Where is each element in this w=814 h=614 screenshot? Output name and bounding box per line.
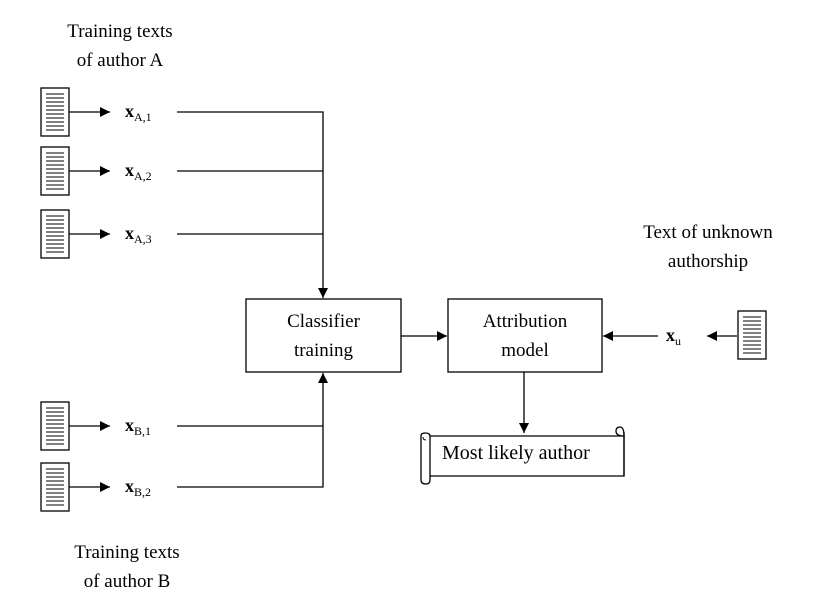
scroll-icon xyxy=(420,426,625,485)
vector-x-b2-base: x xyxy=(125,476,134,496)
vector-x-b1: xB,1 xyxy=(125,415,151,439)
author-a-label-line1: Training texts xyxy=(67,21,173,42)
document-icon-b1 xyxy=(40,401,70,451)
connector-b2 xyxy=(177,373,328,488)
vector-x-a2-sub: A,2 xyxy=(134,169,152,183)
attribution-model-label: Attribution model xyxy=(448,299,602,372)
vector-x-u-sub: u xyxy=(675,334,681,348)
author-b-label-line2: of author B xyxy=(83,571,171,592)
vector-x-a2: xA,2 xyxy=(125,160,152,184)
vector-x-a1-sub: A,1 xyxy=(134,110,152,124)
document-icon-b2 xyxy=(40,462,70,512)
author-a-label-line2: of author A xyxy=(76,50,164,71)
vector-x-a2-base: x xyxy=(125,160,134,180)
vector-x-a1-base: x xyxy=(125,101,134,121)
classifier-training-box xyxy=(245,298,402,373)
vector-x-a3-base: x xyxy=(125,223,134,243)
document-icon-a2 xyxy=(40,146,70,196)
vector-x-b2: xB,2 xyxy=(125,476,151,500)
connector-a1 xyxy=(177,111,328,298)
unknown-text-label-line2: authorship xyxy=(667,251,749,272)
vector-x-a1: xA,1 xyxy=(125,101,152,125)
author-a-label: Training texts of author A xyxy=(40,17,200,75)
classifier-training-line1: Classifier xyxy=(287,310,360,332)
vector-x-a3-sub: A,3 xyxy=(134,232,152,246)
attribution-model-box xyxy=(447,298,603,373)
document-icon-unknown xyxy=(737,310,767,360)
vector-x-b1-base: x xyxy=(125,415,134,435)
vector-x-u: xu xyxy=(666,325,681,349)
attribution-model-line2: model xyxy=(501,339,549,361)
classifier-training-line2: training xyxy=(293,339,354,361)
most-likely-author-label: Most likely author xyxy=(442,442,590,464)
document-icon-a1 xyxy=(40,87,70,137)
classifier-training-label: Classifier training xyxy=(246,299,401,372)
unknown-text-label-line1: Text of unknown xyxy=(643,222,773,243)
document-icon-a3 xyxy=(40,209,70,259)
author-b-label-line1: Training texts xyxy=(74,542,180,563)
author-b-label: Training texts of author B xyxy=(47,538,207,596)
unknown-text-label: Text of unknown authorship xyxy=(620,218,796,276)
vector-x-u-base: x xyxy=(666,325,675,345)
attribution-model-line1: Attribution xyxy=(482,310,568,332)
vector-x-b2-sub: B,2 xyxy=(134,485,152,499)
vector-x-a3: xA,3 xyxy=(125,223,152,247)
vector-x-b1-sub: B,1 xyxy=(134,424,152,438)
